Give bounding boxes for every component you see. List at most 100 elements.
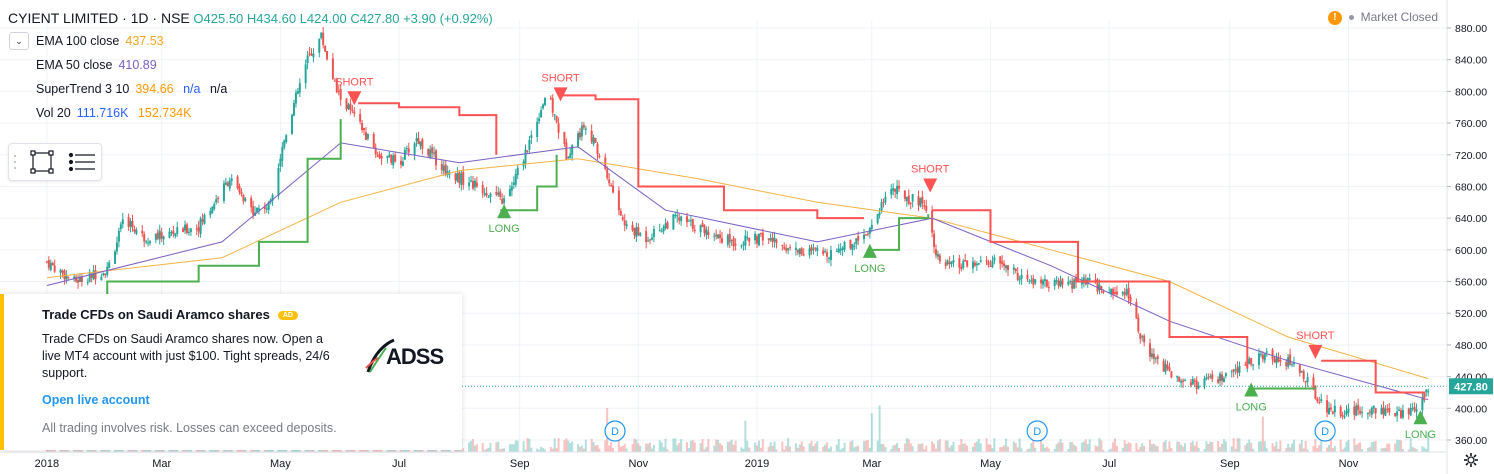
volume-bar [516,440,519,452]
volume-bar [946,440,949,452]
market-status[interactable]: ! Market Closed [1327,10,1438,25]
candle-body [292,103,295,116]
volume-bar [689,440,692,452]
candle-body [1331,411,1334,414]
volume-bar [625,448,628,452]
indicator-ema50[interactable]: EMA 50 close 410.89 [36,58,157,72]
open-value: O425.50 [193,11,244,26]
volume-bar [1316,448,1319,452]
volume-bar [1043,447,1046,452]
volume-bar [781,441,784,452]
candle-body [590,130,593,142]
candle-body [824,250,827,252]
settings-lines-icon[interactable] [68,152,96,172]
indicator-supertrend[interactable]: SuperTrend 3 10 394.66 n/a n/a [36,82,227,96]
candle-body [691,219,694,229]
supertrend-down-line [560,94,865,220]
volume-bar [1291,443,1294,452]
candle-body [1168,367,1171,371]
volume-bar [678,442,681,452]
volume-bar [1143,446,1146,452]
supertrend-down-line [932,209,1249,369]
volume-bar [578,446,581,452]
collapse-legend-button[interactable]: ⌄ [9,32,29,50]
volume-bar [1080,442,1083,452]
candle-body [1238,366,1241,373]
volume-bar [189,448,192,452]
candle-body [971,261,974,269]
signal-label: LONG [489,223,520,235]
volume-bar [619,446,622,452]
volume-bar [1359,442,1362,452]
volume-bar [911,446,914,452]
candle-body [1059,280,1062,287]
open-account-link[interactable]: Open live account [42,393,150,407]
ad-panel[interactable]: Trade CFDs on Saudi Aramco shares AD Trad… [0,294,462,450]
volume-bar [903,443,906,452]
candlestick-series [45,27,1430,422]
candle-body [592,137,595,145]
candle-body [228,180,231,189]
candle-body [380,155,383,159]
volume-bar [1304,440,1307,452]
indicator-volume[interactable]: Vol 20 111.716K 152.734K [36,106,191,120]
gear-icon[interactable] [1463,452,1479,468]
candle-body [606,169,609,178]
drag-handle-icon[interactable] [14,155,16,169]
volume-bar [1246,443,1249,452]
volume-bar [1370,442,1373,452]
volume-bar [1016,447,1019,452]
volume-bar [1152,443,1155,452]
candle-body [754,233,757,241]
candle-body [129,220,132,227]
candle-body [962,260,965,268]
volume-bar [1331,448,1334,452]
candle-body [176,227,179,234]
volume-bar [631,444,634,452]
candle-body [1191,379,1194,385]
candle-body [1016,273,1019,280]
candle-body [65,274,68,280]
volume-bar [608,445,611,452]
candle-body [1341,414,1344,417]
volume-bar [917,443,920,452]
candle-body [1285,362,1288,367]
y-tick-label: 800.00 [1455,86,1487,98]
volume-bar [1343,447,1346,452]
volume-bar [1333,445,1336,452]
symbol-title[interactable]: CYIENT LIMITED · 1D · NSE [8,10,190,26]
volume-bar [938,439,941,452]
candle-body [67,276,70,278]
candle-body [584,128,587,130]
volume-bar [810,440,813,452]
indicator-ema100[interactable]: EMA 100 close 437.53 [36,34,164,48]
candle-body [715,234,718,237]
volume-bar [526,438,529,452]
volume-bar [483,449,486,452]
candle-body [935,249,938,256]
candle-body [925,205,928,211]
candle-body [1061,278,1064,285]
candle-body [1343,416,1346,418]
volume-bar [892,445,895,452]
candle-body [49,262,52,270]
candle-body [822,250,825,255]
volume-bar [1014,443,1017,452]
indicator-label: EMA 50 close [36,58,113,72]
candle-body [448,173,451,175]
volume-bar [1289,447,1292,452]
volume-bar [1265,448,1268,452]
volume-bar [1263,441,1266,452]
volume-bar [1127,442,1130,452]
volume-bar [1030,442,1033,452]
dividend-marker-icon [1314,420,1336,442]
candle-body [837,248,840,253]
rectangle-tool-icon[interactable] [30,150,54,174]
candle-body [975,263,978,266]
candle-body [475,182,478,187]
volume-bar [1409,438,1412,452]
volume-bar [1176,441,1179,452]
candle-body [399,160,402,165]
volume-bar [399,449,402,452]
